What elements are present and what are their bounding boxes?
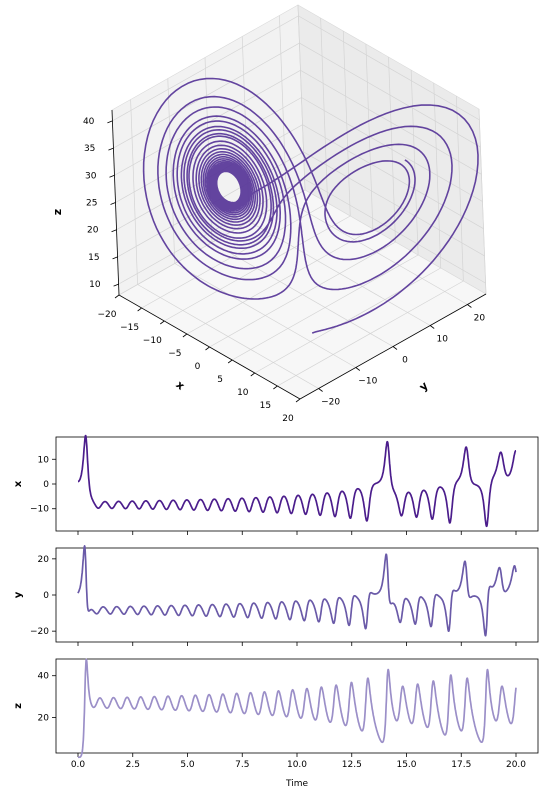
y-tick-mark <box>392 346 398 350</box>
x-tick-label: 20 <box>282 414 294 424</box>
x-tick-label: −10 <box>143 336 162 346</box>
x-tick-label: 5.0 <box>180 760 195 770</box>
z-tick-mark <box>108 147 114 151</box>
z-axis-label: z <box>51 209 64 215</box>
y-tick-mark <box>467 304 472 308</box>
x-tick-label: 2.5 <box>126 760 140 770</box>
gridline <box>299 42 481 148</box>
z-tick-label: 25 <box>86 199 97 209</box>
lorenz-trajectory <box>142 77 479 334</box>
z-tick-mark <box>107 120 113 124</box>
y-tick-label: 40 <box>38 672 50 682</box>
x-tick-mark <box>273 385 278 390</box>
y-tick-label: 20 <box>38 555 50 565</box>
z-tick-label: 30 <box>85 171 97 181</box>
gridline <box>286 200 468 305</box>
x-tick-label: 17.5 <box>451 760 471 770</box>
x-tick-label: −20 <box>98 310 117 320</box>
z-tick-label: 20 <box>87 226 99 236</box>
x-timeseries-panel: 10 0 −10 x <box>13 434 539 535</box>
x-tick-label: 10.0 <box>287 760 307 770</box>
y-timeseries-panel: 20 0 −20 y <box>13 545 539 646</box>
x-tick-mark <box>205 346 210 351</box>
y-tick-label: −10 <box>30 505 49 515</box>
y-tick-label: −10 <box>358 377 377 387</box>
x-tick-label: −15 <box>120 323 139 333</box>
z-tick-label: 15 <box>88 253 99 263</box>
trajectory-3d <box>142 77 479 334</box>
x-tick-mark <box>295 398 301 403</box>
gridline <box>118 178 305 285</box>
y-axis-label: y <box>13 591 24 598</box>
z-tick-label: 10 <box>89 280 101 290</box>
x-tick-mark <box>227 359 233 364</box>
y-tick-label: −20 <box>321 398 340 408</box>
z-tick-mark <box>112 256 118 260</box>
y-tick-label: 20 <box>474 314 486 324</box>
y-tick-mark <box>355 367 361 371</box>
x-tick-label: 0 <box>195 362 201 372</box>
y-tick-label: 10 <box>436 335 448 345</box>
axis-ticks: 40 20 0.0 2.5 5.0 7.5 10.0 12.5 15.0 17.5 20.0 <box>38 672 527 770</box>
x-tick-mark <box>250 372 255 377</box>
axis-ticks: −20−15−10−505101520−20−10010201015202530… <box>83 117 485 424</box>
series-line-x <box>77 434 517 528</box>
gridline <box>303 151 485 257</box>
axis-ticks: 20 0 −20 <box>30 555 517 646</box>
x-tick-mark <box>160 320 165 325</box>
y-tick-label: 10 <box>38 455 50 465</box>
x-tick-label: 15 <box>260 401 271 411</box>
x-tick-mark <box>114 294 120 299</box>
y-tick-label: 20 <box>38 714 50 724</box>
y-tick-label: 0 <box>43 591 49 601</box>
z-tick-mark <box>113 283 119 287</box>
x-tick-label: 5 <box>217 375 223 385</box>
gridline <box>249 221 431 326</box>
gridline <box>298 15 480 121</box>
x-tick-label: 15.0 <box>396 760 416 770</box>
y-tick-label: −20 <box>30 627 49 637</box>
gridline <box>113 42 300 149</box>
y-axis-label: z <box>13 703 24 709</box>
gridline <box>304 178 486 284</box>
axis-ticks: 10 0 −10 <box>30 455 517 535</box>
x-tick-label: −5 <box>168 349 181 359</box>
z-tick-mark <box>110 202 116 205</box>
lorenz-3d-axes: −20−15−10−505101520−20−10010201015202530… <box>51 4 487 424</box>
z-tick-label: 35 <box>84 144 95 154</box>
y-tick-label: 0 <box>43 480 49 490</box>
y-tick-label: 0 <box>402 356 408 366</box>
gridline <box>174 263 356 368</box>
series-line-y <box>77 545 517 637</box>
x-tick-label: 20.0 <box>506 760 526 770</box>
x-tick-mark <box>137 307 142 312</box>
y-tick-mark <box>429 325 435 329</box>
y-axis-label: x <box>13 480 24 487</box>
z-timeseries-panel: 40 20 0.0 2.5 5.0 7.5 10.0 12.5 15.0 17.5 20.0 z T… <box>13 658 539 789</box>
z-tick-mark <box>111 229 117 233</box>
y-tick-mark <box>318 388 323 392</box>
z-tick-label: 40 <box>83 117 95 127</box>
x-tick-mark <box>182 333 188 338</box>
x-axis-label: Time <box>285 779 308 789</box>
series-line-z <box>77 658 517 759</box>
x-tick-label: 0.0 <box>71 760 86 770</box>
gridline <box>112 15 299 122</box>
x-tick-label: 10 <box>237 388 249 398</box>
x-tick-label: 7.5 <box>235 760 249 770</box>
gridline <box>137 284 319 389</box>
z-tick-mark <box>109 174 115 178</box>
gridline <box>301 97 483 202</box>
x-tick-label: 12.5 <box>342 760 362 770</box>
